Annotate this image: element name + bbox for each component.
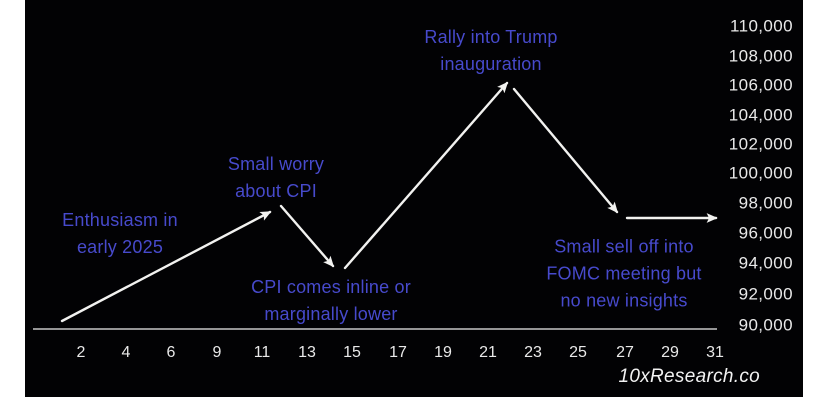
annotation-line: Enthusiasm in [62,210,178,230]
x-tick-label: 2 [76,344,86,361]
x-tick-label: 17 [389,344,407,361]
chart-canvas [25,0,803,397]
annotation-enthusiasm: Enthusiasm in early 2025 [62,207,178,261]
trend-arrows [60,81,718,323]
annotation-line: early 2025 [76,237,164,257]
y-tick-label: 110,000 [730,16,793,36]
x-tick-label: 11 [253,344,271,361]
annotation-small-worry: Small worry about CPI [228,151,324,205]
annotation-fomc-selloff: Small sell off into FOMC meeting but no ne… [546,234,701,315]
x-tick-label: 27 [616,344,634,361]
annotation-line: Small worry [227,154,325,174]
y-tick-label: 102,000 [728,134,793,154]
x-tick-label: 13 [298,344,316,361]
y-tick-label: 92,000 [738,284,793,304]
trend-arrow-segment-1 [60,210,272,323]
watermark: 10xResearch.co [618,366,760,387]
y-tick-label: 90,000 [738,315,793,335]
x-tick-label: 21 [479,344,497,361]
trend-arrow-segment-4 [512,87,619,214]
x-tick-label: 4 [121,344,131,361]
y-tick-label: 98,000 [738,193,793,213]
x-tick-label: 23 [524,344,542,361]
x-tick-label: 29 [661,344,679,361]
y-tick-label: 108,000 [728,46,793,66]
annotation-line: inauguration [440,54,542,74]
x-tick-label: 19 [434,344,452,361]
x-tick-label: 31 [706,344,724,361]
y-tick-label: 96,000 [738,223,793,243]
x-tick-label: 25 [569,344,587,361]
x-tick-label: 6 [166,344,176,361]
y-tick-label: 100,000 [728,163,793,183]
y-tick-label: 104,000 [728,105,793,125]
annotation-line: Small sell off into [554,236,694,257]
annotation-line: about CPI [235,181,317,201]
annotation-line: marginally lower [264,304,398,324]
annotation-cpi-inline: CPI comes inline or marginally lower [251,274,411,328]
trend-arrow-segment-3 [343,81,509,270]
annotation-line: Rally into Trump [424,27,558,47]
annotation-line: FOMC meeting but [546,263,702,284]
annotation-rally-trump: Rally into Trump inauguration [424,24,557,78]
x-tick-label: 15 [343,344,361,361]
annotation-line: no new insights [560,290,688,311]
annotation-line: CPI comes inline or [251,277,411,297]
x-tick-label: 9 [212,344,222,361]
y-tick-label: 94,000 [738,253,793,273]
trend-arrow-segment-2 [279,204,335,268]
y-tick-label: 106,000 [728,75,793,95]
